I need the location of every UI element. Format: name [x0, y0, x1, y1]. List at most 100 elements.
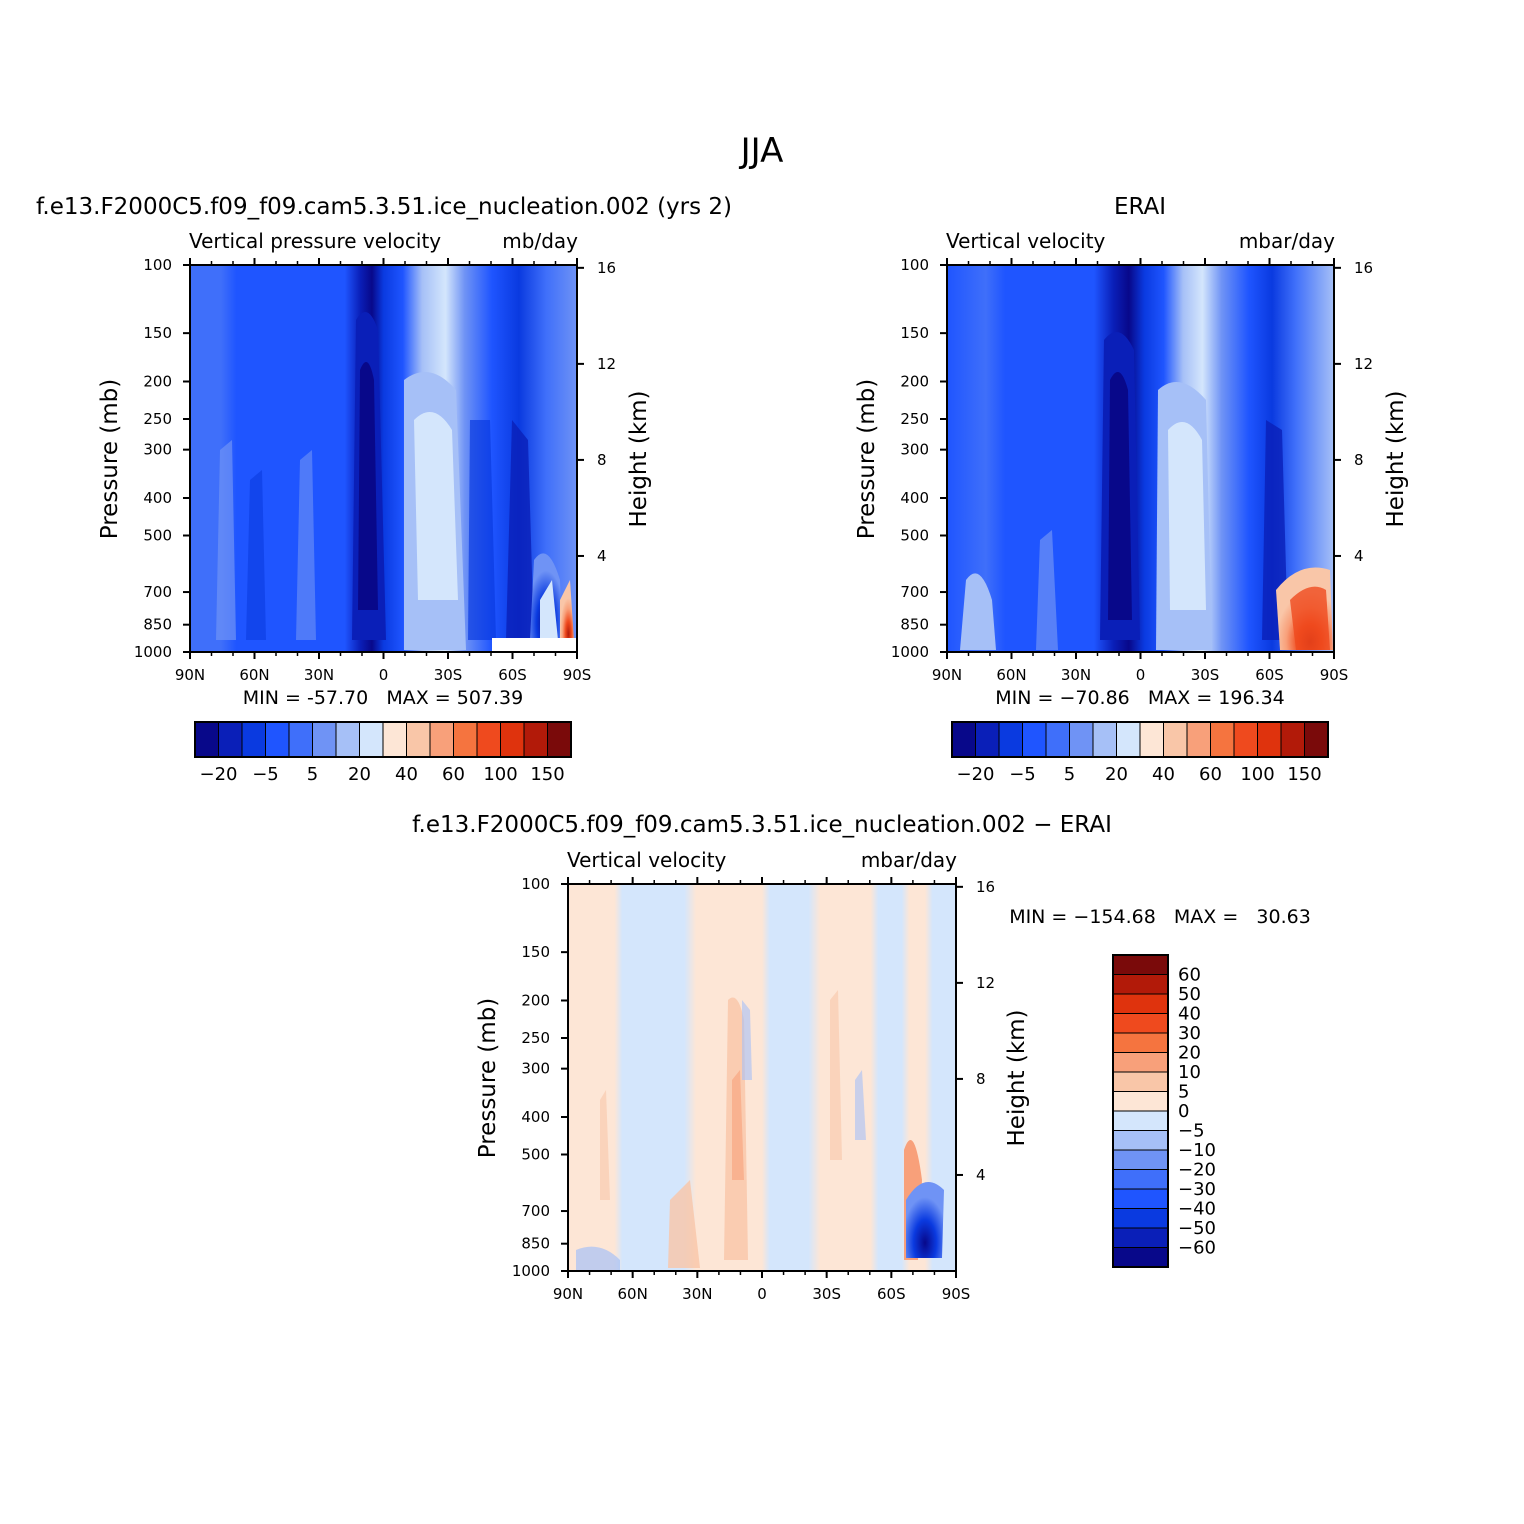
y-tick-label: 150 — [143, 324, 172, 342]
panel-diff-axes: 100 150 200 250 300 400 500 700 850 1000 4 8 12 16 90N… — [512, 875, 995, 1303]
colorbar-box — [1112, 1130, 1169, 1151]
colorbar-label: 100 — [1240, 764, 1274, 785]
colorbar-box — [359, 721, 384, 758]
panel-erai-ylabel: Pressure (mb) — [854, 379, 880, 539]
y-tick-label: 250 — [521, 1029, 550, 1047]
colorbar-frame — [194, 721, 572, 758]
colorbar-box — [1022, 721, 1047, 758]
x-tick-label: 30N — [304, 666, 334, 684]
colorbar-box — [523, 721, 548, 758]
panel-model-left-label: Vertical pressure velocity — [189, 229, 441, 253]
x-tick-label: 90N — [175, 666, 205, 684]
colorbar-label: 150 — [1287, 764, 1321, 785]
colorbar-label: 20 — [348, 764, 371, 785]
y-tick-label: 250 — [143, 410, 172, 428]
panel-model-stats: MIN = -57.70 MAX = 507.39 — [243, 687, 523, 709]
y2-tick-label: 16 — [597, 259, 616, 277]
colorbar-box — [1112, 1247, 1169, 1268]
y2-tick-label: 4 — [1354, 547, 1364, 565]
x-tick-label: 60N — [996, 666, 1026, 684]
y-tick-label: 850 — [900, 616, 929, 634]
colorbar-box — [453, 721, 478, 758]
colorbar-box — [951, 721, 976, 758]
colorbar-label: −60 — [1178, 1238, 1216, 1259]
y-tick-label: 150 — [900, 324, 929, 342]
panel-diff-units: mbar/day — [861, 848, 957, 872]
colorbar-box — [1069, 721, 1094, 758]
colorbar-box — [1112, 1032, 1169, 1053]
x-tick-label: 60S — [498, 666, 527, 684]
y-tick-label: 250 — [900, 410, 929, 428]
colorbar-box — [1257, 721, 1282, 758]
y-tick-label: 500 — [900, 527, 929, 545]
colorbar-box — [241, 721, 266, 758]
y-tick-label: 300 — [900, 441, 929, 459]
y-tick-label: 300 — [143, 441, 172, 459]
y-tick-label: 700 — [521, 1202, 550, 1220]
x-tick-label: 0 — [1136, 666, 1146, 684]
panel-diff-y2label: Height (km) — [1004, 1009, 1030, 1146]
y-tick-label: 100 — [521, 875, 550, 893]
x-tick-label: 60S — [1255, 666, 1284, 684]
y-tick-label: 200 — [900, 372, 929, 390]
y-tick-label: 1000 — [891, 643, 929, 661]
colorbar-label: 40 — [1178, 1004, 1201, 1025]
x-tick-label: 90S — [1320, 666, 1349, 684]
colorbar-box — [194, 721, 219, 758]
colorbar-box — [476, 721, 501, 758]
y-tick-label: 850 — [143, 616, 172, 634]
colorbar-box — [1186, 721, 1211, 758]
panel-model-units: mb/day — [502, 229, 578, 253]
panel-erai-stats: MIN = −70.86 MAX = 196.34 — [995, 687, 1285, 709]
colorbar-label: 60 — [1199, 764, 1222, 785]
colorbar-box — [1112, 1208, 1169, 1229]
y-tick-label: 200 — [521, 991, 550, 1009]
colorbar-label: 5 — [1064, 764, 1075, 785]
colorbar-box — [1112, 954, 1169, 975]
panel-model-header: f.e13.F2000C5.f09_f09.cam5.3.51.ice_nucl… — [36, 194, 732, 220]
panel-erai-axes: 100 150 200 250 300 400 500 700 850 1000 4 8 12 16 90N… — [891, 256, 1373, 684]
colorbar-box — [1092, 721, 1117, 758]
colorbar-label: −30 — [1178, 1179, 1216, 1200]
panel-erai-field — [947, 265, 1334, 652]
colorbar-box — [1280, 721, 1305, 758]
figure-title: JJA — [739, 131, 784, 171]
panel-diff-header: f.e13.F2000C5.f09_f09.cam5.3.51.ice_nucl… — [412, 812, 1112, 838]
colorbar-box — [335, 721, 360, 758]
colorbar-label: 40 — [395, 764, 418, 785]
panel-diff-ylabel: Pressure (mb) — [475, 998, 501, 1158]
x-tick-label: 60S — [877, 1285, 906, 1303]
colorbar-label: 30 — [1178, 1023, 1201, 1044]
colorbar-box — [1112, 1071, 1169, 1092]
x-tick-label: 90N — [932, 666, 962, 684]
panel-diff-field — [568, 884, 956, 1271]
colorbar-box — [998, 721, 1023, 758]
colorbar-label: −20 — [1178, 1160, 1216, 1181]
y2-tick-label: 16 — [976, 878, 995, 896]
colorbar-label: −5 — [1178, 1121, 1205, 1142]
panel-model-axes: 100 150 200 250 300 400 500 700 850 1000 4 8 12 16 90N… — [134, 256, 616, 684]
y2-tick-label: 8 — [1354, 451, 1364, 469]
y2-tick-label: 8 — [976, 1070, 986, 1088]
panel-diff-left-label: Vertical velocity — [567, 848, 727, 872]
y2-tick-label: 12 — [597, 355, 616, 373]
x-tick-label: 30N — [682, 1285, 712, 1303]
panel-diff: f.e13.F2000C5.f09_f09.cam5.3.51.ice_nucl… — [412, 812, 1311, 1303]
x-tick-label: 60N — [239, 666, 269, 684]
y-tick-label: 300 — [521, 1060, 550, 1078]
colorbar-box — [218, 721, 243, 758]
colorbar-box — [1163, 721, 1188, 758]
panel-erai: ERAI Vertical velocity mbar/day 100 150 20… — [854, 194, 1409, 785]
colorbar-box — [1233, 721, 1258, 758]
colorbar-label: −40 — [1178, 1199, 1216, 1220]
colorbar-label: 150 — [530, 764, 564, 785]
panel-erai-units: mbar/day — [1239, 229, 1335, 253]
colorbar-box — [288, 721, 313, 758]
panel-model-field — [190, 265, 577, 652]
y-tick-label: 500 — [143, 527, 172, 545]
colorbar-label: 10 — [1178, 1062, 1201, 1083]
colorbar-label: −20 — [957, 764, 995, 785]
y2-tick-label: 16 — [1354, 259, 1373, 277]
colorbar-box — [1045, 721, 1070, 758]
